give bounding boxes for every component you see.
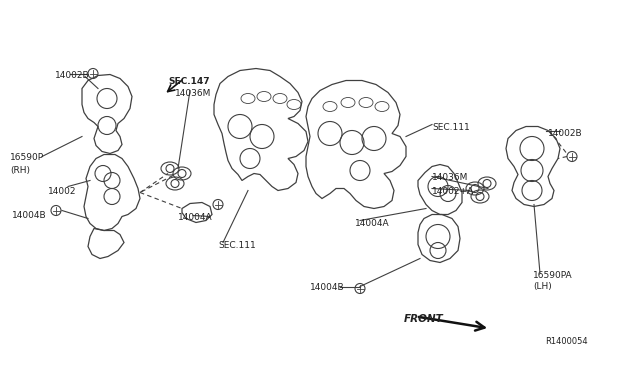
Text: 14002+A: 14002+A [432,186,474,196]
Text: 14002B: 14002B [55,71,90,80]
Text: 14004A: 14004A [178,214,212,222]
Text: 16590P: 16590P [10,154,44,163]
Text: FRONT: FRONT [404,314,444,324]
Text: SEC.111: SEC.111 [432,124,470,132]
Text: 14002B: 14002B [548,128,582,138]
Text: (RH): (RH) [10,166,30,174]
Text: R1400054: R1400054 [545,337,588,346]
Text: SEC.147: SEC.147 [168,77,210,86]
Text: 14004B: 14004B [310,283,344,292]
Text: 14036M: 14036M [175,89,211,97]
Text: 14036M: 14036M [432,173,468,183]
Text: 14002: 14002 [48,186,77,196]
Text: SEC.111: SEC.111 [218,241,256,250]
Text: (LH): (LH) [533,282,552,292]
Text: 14004A: 14004A [355,218,390,228]
Text: 14004B: 14004B [12,211,47,219]
Text: 16590PA: 16590PA [533,270,573,279]
